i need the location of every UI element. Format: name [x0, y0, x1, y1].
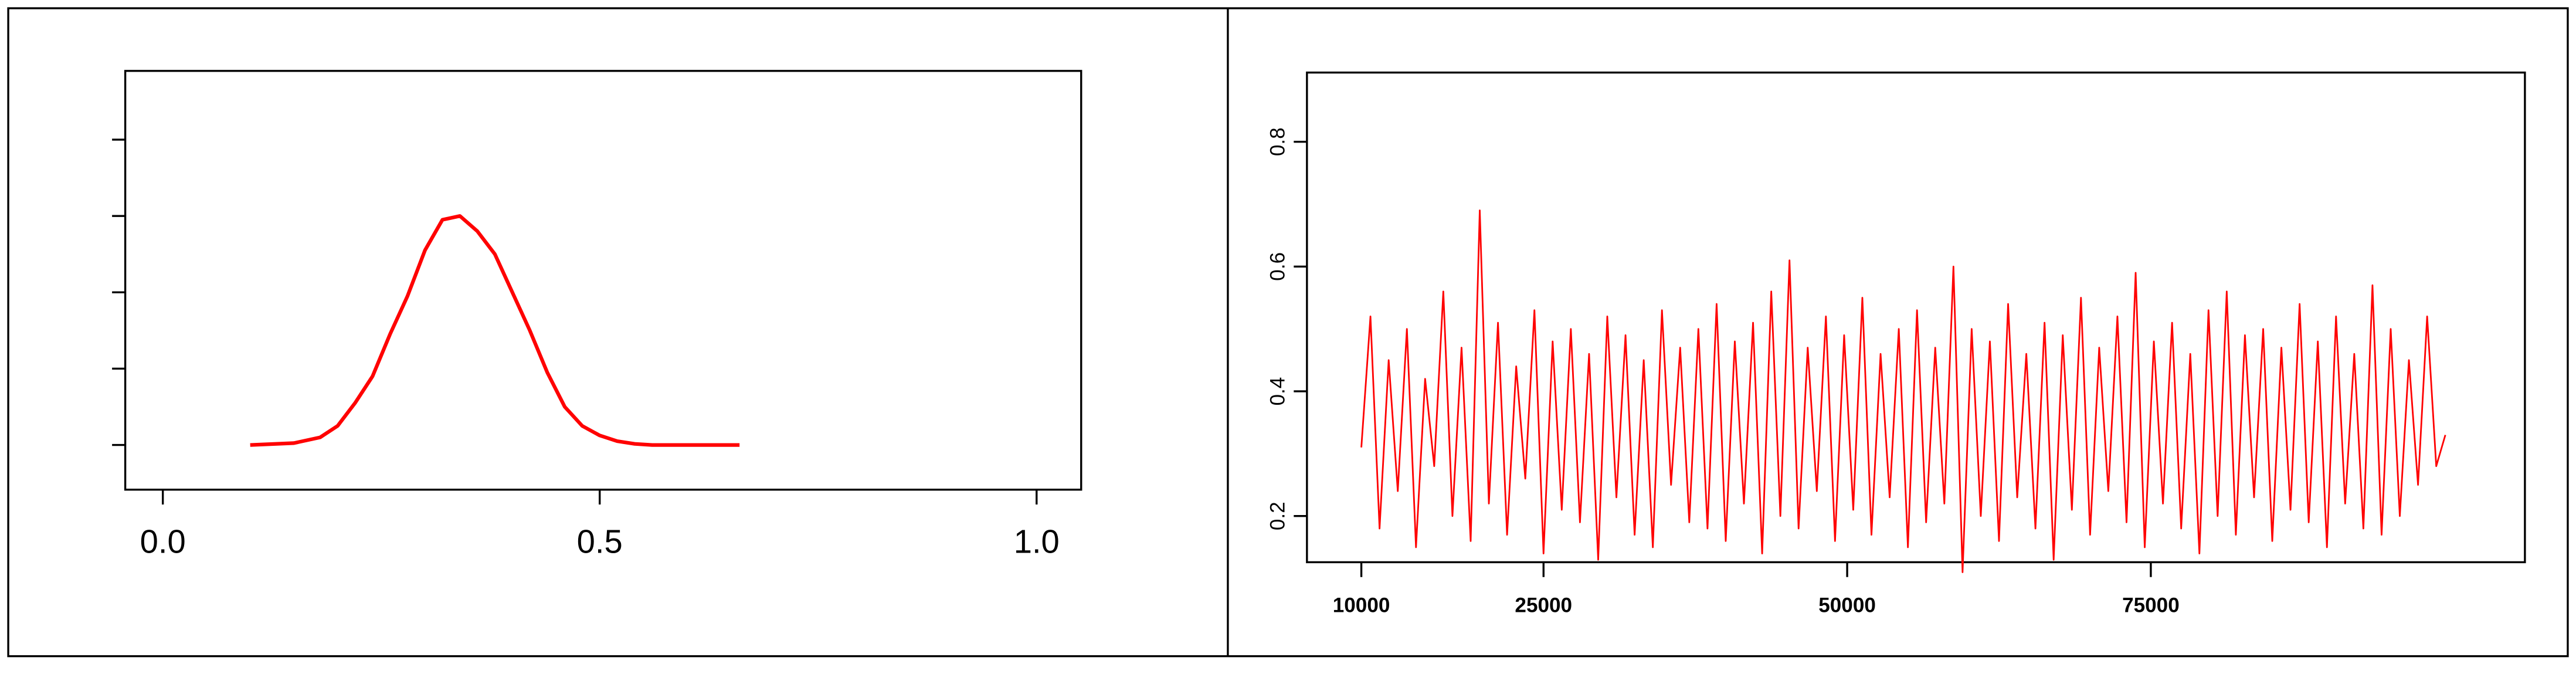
outer-border [7, 7, 2569, 658]
x-tick-label: 50000 [1818, 594, 1876, 617]
y-tick-label: 0.4 [1266, 377, 1289, 406]
y-tick-label: 0.6 [1266, 252, 1289, 281]
x-tick-label: 1.0 [1014, 523, 1060, 560]
plot-frame [1306, 71, 2526, 564]
y-tick-label: 0.8 [1266, 127, 1289, 156]
data-line [250, 214, 740, 447]
x-tick-label: 0.0 [140, 523, 186, 560]
data-line [1360, 209, 2446, 573]
y-tick-label: 0.2 [1266, 502, 1289, 530]
x-tick-label: 0.5 [577, 523, 623, 560]
plot-frame [124, 70, 1082, 491]
x-tick-label: 10000 [1333, 594, 1390, 617]
x-tick-label: 25000 [1515, 594, 1572, 617]
x-tick-label: 75000 [2122, 594, 2180, 617]
